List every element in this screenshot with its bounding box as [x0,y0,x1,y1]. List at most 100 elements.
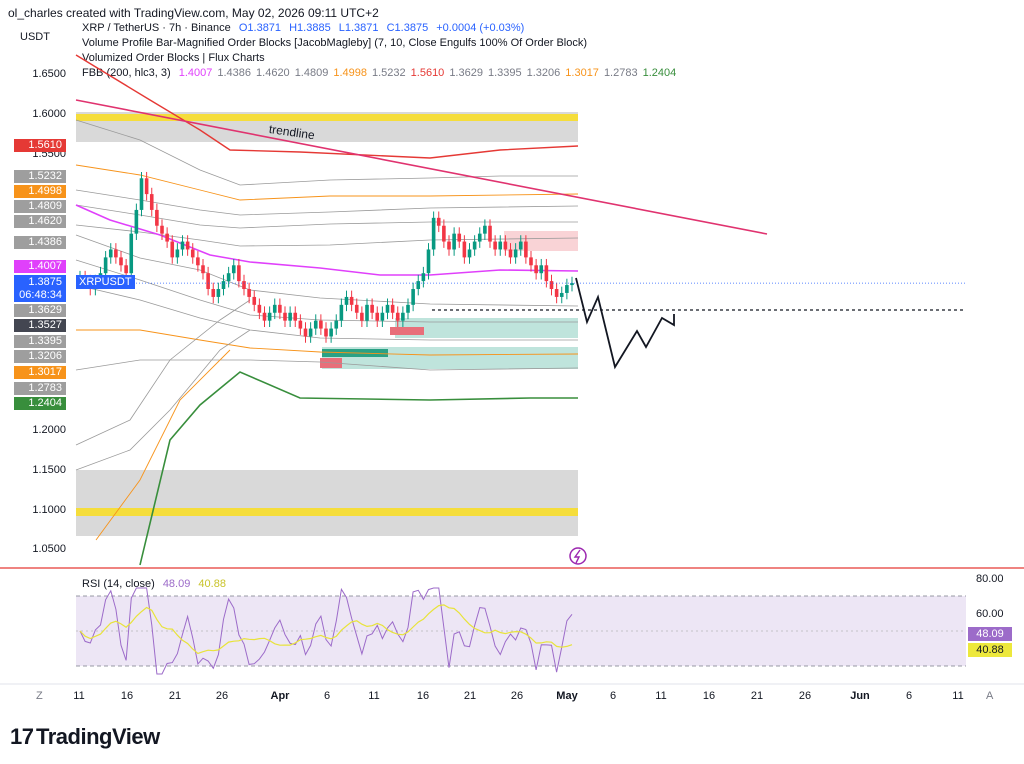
legend-open: O1.3871 [238,22,282,34]
candle-body [524,241,528,258]
candle-body [231,265,236,274]
projection-path [575,277,675,370]
x-tick-label: 6 [323,690,331,702]
y-tick-label: 1.1000 [32,503,66,516]
fbb-value: 1.5610 [410,67,445,79]
candle-body [462,241,467,258]
y-tick-label: 1.0500 [32,543,66,556]
legend-high: H1.3885 [289,22,331,34]
candle-body [134,209,139,234]
rsi-legend-ma: 40.88 [198,578,226,590]
candle-body [565,285,569,293]
legend-close: C1.3875 [386,22,429,34]
currency-label[interactable]: USDT [20,31,50,43]
rsi-legend-value: 48.09 [162,578,191,590]
fbb-value: 1.5232 [372,67,406,79]
price-level-tag: 1.2783 [14,382,66,395]
candle-body [144,178,149,195]
legend-indicator-2[interactable]: Volumized Order Blocks | Flux Charts [82,52,265,64]
x-tick-label: 6 [905,690,913,702]
legend-fbb-row[interactable]: FBB (200, hlc3, 3) 1.4007 1.4386 1.4620 1.4… [82,67,686,79]
chart-attribution: ol_charles created with TradingView.com,… [8,6,379,20]
candle-body [529,257,533,266]
fbb-upper-band [75,204,578,229]
candle-body [211,289,216,297]
order-block-zone [76,470,578,536]
candle-body [170,241,175,258]
candle-body [339,304,344,321]
x-tick-label: 16 [702,690,716,702]
candle-body [139,178,144,210]
candle-body [283,312,287,321]
tradingview-logo-mark: 17 [10,724,34,749]
fbb-upper-2 [75,164,579,201]
x-tick-label: 26 [510,690,524,702]
price-level-tag: 1.4007 [14,260,66,273]
lightning-icon [569,547,587,565]
x-tick-label: May [556,690,578,702]
candle-body [513,249,518,258]
candle-body [124,265,128,274]
legend-indicator-1[interactable]: Volume Profile Bar-Magnified Order Block… [82,37,588,49]
fbb-upper-band [75,119,578,186]
rsi-legend[interactable]: RSI (14, close) 48.09 40.88 [82,578,231,590]
candle-body [411,289,415,305]
candle-body [308,328,313,337]
candle-body [447,241,451,250]
candle-body [365,304,369,321]
rsi-value-tag: 48.09 [968,627,1012,641]
candle-body [442,225,446,242]
candle-body [508,249,513,258]
fbb-lower-band [75,299,251,446]
legend-symbol: XRP / TetherUS · 7h · Binance [82,22,231,34]
y-tick-label: 1.1500 [32,463,66,476]
symbol-tag: XRPUSDT [76,275,135,289]
candle-body [288,312,292,321]
candle-body [108,249,113,258]
candle-body [518,241,523,250]
x-tick-label: 16 [120,690,134,702]
candle-body [467,249,472,258]
price-level-tag: 1.5610 [14,139,66,152]
bearish-ob-zone [504,231,578,251]
candle-body [395,312,400,321]
candle-body [431,217,436,250]
candle-body [534,265,538,274]
bearish-ob-volume [390,327,424,335]
candle-body [539,265,544,274]
candle-body [426,249,431,274]
order-block-volume [76,508,578,516]
candle-body [354,304,359,313]
candle-body [375,312,380,321]
lightning-icon [573,549,581,564]
candle-body [452,233,456,250]
fbb-value: 1.4620 [256,67,290,79]
candle-body [324,328,328,337]
candle-body [206,273,210,290]
candle-body [129,233,134,274]
rsi-level-60: 60.00 [976,608,1004,620]
candle-body [165,233,169,242]
x-tick-label: 16 [416,690,430,702]
fbb-value: 1.4809 [294,67,329,79]
fbb-lower-band [75,359,579,371]
price-level-tag: 1.3629 [14,304,66,317]
candle-body [349,296,354,305]
fbb-lower-3 [139,371,578,566]
x-tick-label: 11 [952,690,964,702]
fbb-lower-band [75,259,578,323]
x-tick-label: 21 [463,690,477,702]
candle-body [293,312,298,321]
candle-body [175,249,180,258]
candle-body [196,257,200,266]
fbb-lower-band [75,329,251,471]
candle-body [370,304,374,313]
auto-scale-button[interactable]: A [986,690,994,702]
fbb-lower-2 [95,349,231,541]
candle-body [247,289,251,297]
zoom-left-button[interactable]: Z [36,690,43,702]
candle-body [360,312,364,321]
price-level-tag: 1.4620 [14,215,66,228]
x-tick-label: 21 [168,690,182,702]
